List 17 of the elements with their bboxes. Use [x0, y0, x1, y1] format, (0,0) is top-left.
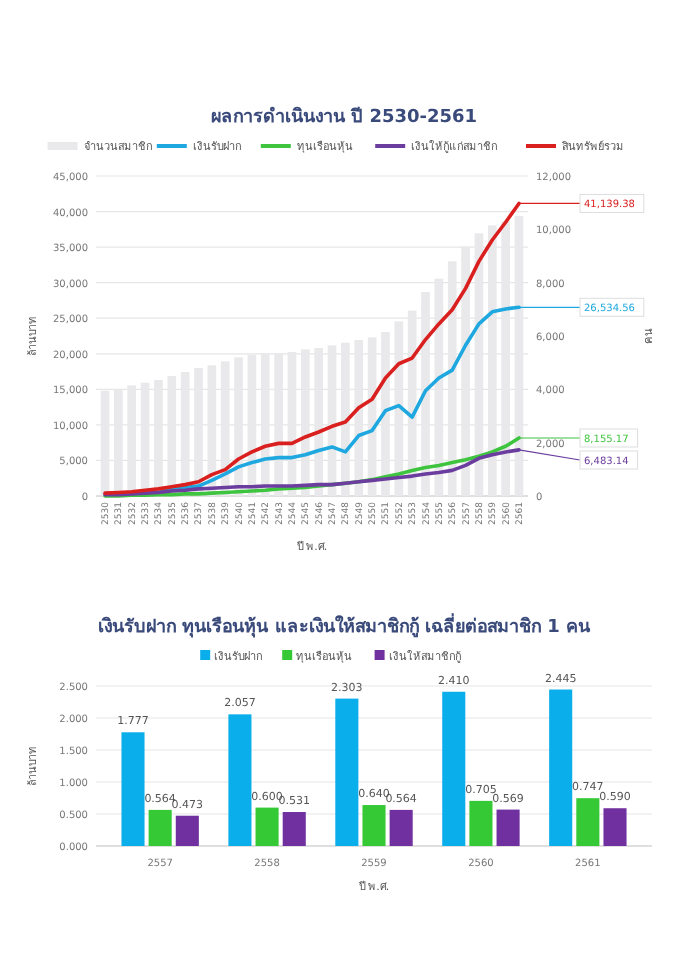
bar — [335, 698, 359, 846]
bar — [175, 815, 199, 846]
bar — [148, 809, 172, 846]
chart-title: เงินรับฝาก ทุนเรือนหุ้น และเงินให้สมาชิกกู้ เฉลี่ยต่อสมาชิก 1 คน — [98, 612, 592, 638]
bar — [121, 732, 145, 846]
bar — [228, 714, 252, 846]
bar — [362, 805, 386, 846]
bar — [469, 800, 493, 846]
bar — [549, 689, 573, 846]
bar — [576, 798, 600, 846]
bar — [496, 809, 520, 846]
bar — [442, 691, 466, 846]
bar — [255, 807, 279, 846]
bar — [603, 808, 627, 846]
chart-title: ผลการดำเนินงาน ปี 2530-2561 — [210, 106, 478, 128]
bar — [282, 812, 306, 846]
bar — [389, 809, 413, 846]
